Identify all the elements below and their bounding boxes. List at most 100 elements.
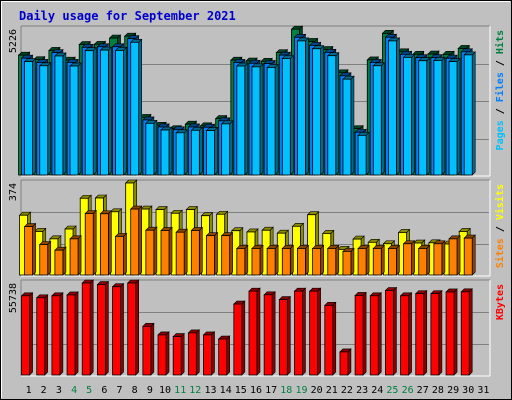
bar-side (229, 231, 233, 276)
bar-kbytes-day-28 (430, 293, 440, 376)
bar-pages-day-9 (145, 122, 155, 176)
bar-side (362, 291, 367, 376)
x-tick-label: 19 (295, 385, 307, 396)
x-tick-label: 6 (101, 385, 107, 396)
bar-pages-day-25 (388, 40, 397, 176)
bar-sites-day-6 (99, 213, 109, 276)
bar-sites-day-5 (84, 213, 94, 276)
bar-side (62, 246, 67, 276)
bar-side (59, 292, 64, 376)
x-tick-label: 9 (147, 385, 153, 396)
bar-kbytes-day-23 (354, 295, 364, 376)
bar-pages-day-8 (130, 41, 140, 176)
bar-sites-day-7 (115, 235, 124, 276)
x-tick-label: 18 (280, 385, 292, 396)
bar-side (183, 228, 188, 276)
bar-side (380, 62, 385, 176)
bar-sites-day-19 (297, 248, 306, 276)
bar-side (456, 235, 461, 276)
bar-pages-day-24 (372, 65, 382, 176)
bar-sites-day-4 (69, 238, 79, 276)
x-tick-label: 7 (116, 385, 122, 396)
bar-side (441, 56, 446, 176)
panel-visits: 374 Sites / Visits (8, 179, 506, 277)
bar-pages-day-3 (54, 55, 64, 176)
bar-pages-day-28 (433, 60, 443, 176)
bar-side (347, 348, 352, 376)
x-tick-label: 23 (356, 385, 368, 396)
legend-entry: KBytes (495, 284, 506, 320)
legend-entry: Sites (494, 238, 506, 268)
bar-sites-day-28 (433, 243, 443, 276)
bar-side (199, 226, 203, 276)
bar-kbytes-day-17 (263, 294, 273, 376)
bar-side (135, 279, 139, 376)
bar-side (259, 63, 264, 176)
bar-sites-day-30 (463, 237, 473, 276)
bar-kbytes-day-15 (233, 303, 243, 376)
series-pages (23, 37, 476, 176)
bar-sites-day-22 (342, 250, 352, 276)
bar-side (241, 300, 246, 376)
x-tick-label: 10 (159, 385, 171, 396)
bar-pages-day-18 (281, 58, 291, 176)
bar-side (471, 51, 476, 176)
bar-side (244, 244, 249, 276)
bar-side (47, 240, 52, 276)
bar-kbytes-day-9 (142, 325, 152, 376)
bar-kbytes-day-7 (112, 286, 121, 376)
x-tick-label: 12 (189, 385, 201, 396)
x-tick-label: 4 (71, 385, 77, 396)
panel-max-label: 5226 (8, 29, 19, 53)
bar-pages-day-23 (357, 134, 367, 176)
bar-side (426, 244, 431, 276)
bar-pages-day-21 (327, 55, 337, 176)
x-tick-label: 25 (386, 385, 398, 396)
bar-side (32, 222, 36, 276)
bar-kbytes-day-6 (96, 284, 106, 376)
bar-side (211, 331, 215, 376)
panel-max-label: 55738 (8, 283, 19, 313)
legend-entry: Files (494, 72, 506, 102)
bar-side (214, 126, 218, 176)
bar-kbytes-day-12 (187, 332, 197, 376)
chart-title: Daily usage for September 2021 (19, 9, 236, 23)
bar-side (423, 289, 428, 376)
bar-kbytes-day-8 (127, 282, 137, 376)
bar-pages-day-26 (403, 56, 412, 176)
bar-sites-day-25 (388, 248, 397, 276)
bar-sites-day-10 (160, 230, 170, 276)
legend-entry: Pages (495, 120, 506, 150)
x-tick-label: 11 (174, 385, 186, 396)
bar-pages-day-13 (206, 130, 215, 176)
bar-sites-day-14 (221, 235, 231, 276)
panel-hits: 5226 Pages / Files / Hits (8, 25, 506, 177)
bar-pages-day-19 (297, 40, 306, 176)
bar-kbytes-day-26 (400, 295, 409, 376)
bar-kbytes-day-20 (309, 290, 319, 376)
x-tick-label: 20 (311, 385, 323, 396)
bar-side (180, 332, 185, 376)
bar-side (453, 288, 458, 376)
bar-side (408, 292, 412, 376)
bar-sites-day-2 (39, 244, 49, 276)
bar-sites-day-21 (327, 248, 337, 276)
bar-side (244, 62, 249, 176)
bar-kbytes-day-25 (385, 290, 394, 376)
bar-side (274, 63, 279, 176)
bar-sites-day-24 (372, 248, 382, 276)
bar-side (89, 279, 94, 376)
panel-legend: Sites / Visits (494, 184, 506, 268)
bar-sites-day-20 (312, 248, 322, 276)
bar-side (305, 37, 309, 176)
bar-side (320, 244, 324, 276)
bar-side (271, 291, 276, 376)
bar-sites-day-27 (418, 248, 428, 276)
x-tick-label: 3 (56, 385, 62, 396)
bar-visits-day-20 (307, 214, 317, 276)
bar-sites-day-8 (130, 208, 140, 276)
legend-separator: / (495, 54, 506, 72)
series-sites (23, 205, 476, 276)
x-tick-label: 26 (402, 385, 414, 396)
bar-sites-day-13 (206, 235, 215, 276)
